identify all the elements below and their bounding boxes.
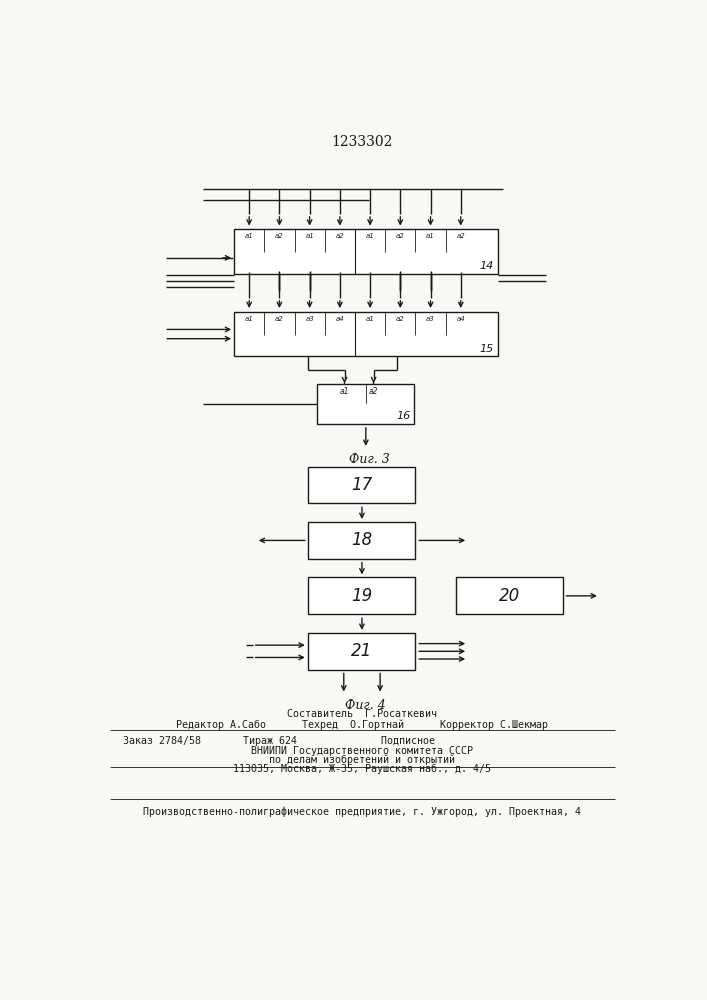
- Text: a1: a1: [245, 233, 254, 239]
- Text: a4: a4: [457, 316, 465, 322]
- Text: Редактор А.Сабо      Техред  О.Гортнай      Корректор С.Шекмар: Редактор А.Сабо Техред О.Гортнай Коррект…: [176, 719, 548, 730]
- Text: Заказ 2784/58       Тираж 624              Подписное: Заказ 2784/58 Тираж 624 Подписное: [123, 736, 436, 746]
- Text: 113035, Москва, Ж-35, Раушская наб., д. 4/5: 113035, Москва, Ж-35, Раушская наб., д. …: [233, 764, 491, 774]
- Text: 15: 15: [479, 344, 494, 354]
- Bar: [308, 633, 416, 670]
- Text: Составитель  Г.Росаткевич: Составитель Г.Росаткевич: [287, 709, 437, 719]
- Text: a1: a1: [366, 316, 375, 322]
- Text: a3: a3: [305, 316, 314, 322]
- Text: a1: a1: [245, 316, 254, 322]
- Text: 1233302: 1233302: [332, 135, 392, 149]
- Text: a2: a2: [457, 233, 465, 239]
- Text: Фиг. 4: Фиг. 4: [346, 699, 386, 712]
- Bar: [308, 522, 416, 559]
- Text: a2: a2: [396, 316, 404, 322]
- Bar: [317, 384, 414, 424]
- Text: a1: a1: [426, 233, 435, 239]
- Bar: [234, 312, 498, 356]
- Text: 21: 21: [351, 642, 373, 660]
- Bar: [308, 577, 416, 614]
- Text: ВНИИПИ Государственного комитета СССР: ВНИИПИ Государственного комитета СССР: [251, 746, 473, 756]
- Text: a4: a4: [336, 316, 344, 322]
- Text: a2: a2: [275, 233, 284, 239]
- Text: 20: 20: [498, 587, 520, 605]
- Bar: [308, 466, 416, 503]
- Text: a3: a3: [426, 316, 435, 322]
- Text: Производственно-полиграфическое предприятие, г. Ужгород, ул. Проектная, 4: Производственно-полиграфическое предприя…: [143, 807, 581, 817]
- Bar: [234, 229, 498, 274]
- Text: 17: 17: [351, 476, 373, 494]
- Text: a2: a2: [396, 233, 404, 239]
- Text: a2: a2: [336, 233, 344, 239]
- Text: a2: a2: [275, 316, 284, 322]
- Text: по делам изобретений и открытий: по делам изобретений и открытий: [269, 755, 455, 765]
- Text: 19: 19: [351, 587, 373, 605]
- Text: 18: 18: [351, 531, 373, 549]
- Bar: [456, 577, 563, 614]
- Text: 14: 14: [479, 261, 494, 271]
- Text: 16: 16: [397, 411, 411, 421]
- Text: a1: a1: [340, 387, 349, 396]
- Text: Фиг. 3: Фиг. 3: [349, 453, 390, 466]
- Text: a1: a1: [305, 233, 314, 239]
- Text: a2: a2: [369, 387, 378, 396]
- Text: a1: a1: [366, 233, 375, 239]
